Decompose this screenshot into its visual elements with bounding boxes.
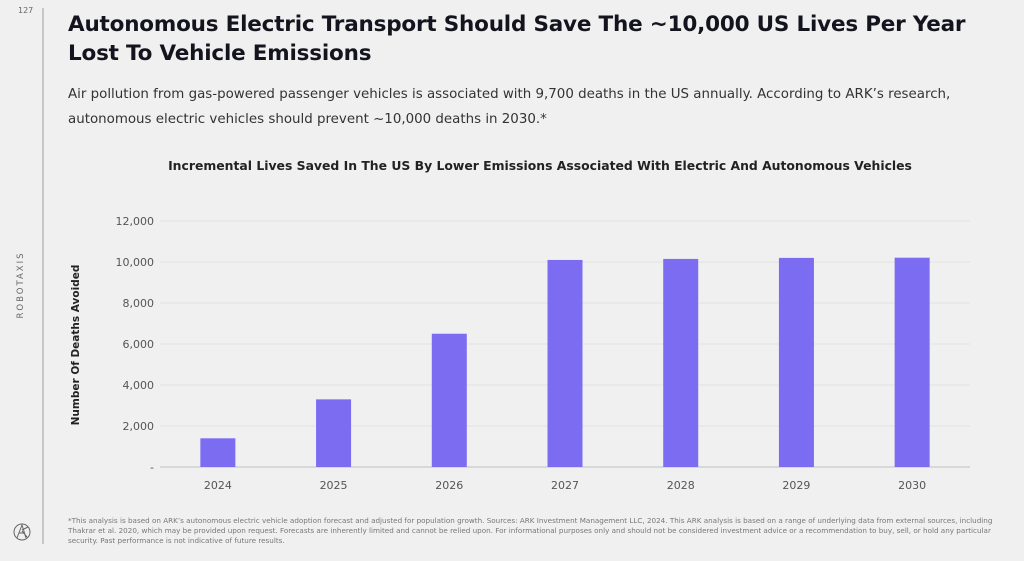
x-tick-label: 2025 [320, 479, 348, 492]
ark-logo-icon [12, 522, 32, 542]
bar-2027 [547, 259, 583, 467]
page-number: 127 [18, 6, 34, 15]
x-tick-label: 2030 [898, 479, 926, 492]
x-tick-label: 2027 [551, 479, 579, 492]
x-tick-label: 2029 [782, 479, 810, 492]
chart-title: Incremental Lives Saved In The US By Low… [168, 158, 912, 173]
x-tick-label: 2026 [435, 479, 463, 492]
y-tick-label: 8,000 [123, 297, 155, 310]
y-tick-label: 2,000 [123, 420, 155, 433]
bar-2025 [316, 399, 352, 467]
y-axis-label-text: Number Of Deaths Avoided [70, 264, 82, 426]
y-tick-label: 10,000 [116, 256, 155, 269]
bar-chart: - 2,000 4,000 6,000 8,000 10,000 12,000 2024 202… [116, 215, 970, 492]
y-tick-label: 12,000 [116, 215, 155, 228]
section-label: ROBOTAXIS [6, 250, 36, 320]
y-axis-label: Number Of Deaths Avoided [46, 260, 106, 430]
y-tick-label: 6,000 [123, 338, 155, 351]
section-label-text: ROBOTAXIS [16, 251, 26, 319]
bar-2024 [200, 438, 236, 467]
bar-2026 [431, 333, 467, 467]
x-tick-label: 2024 [204, 479, 232, 492]
bar-2028 [663, 258, 699, 467]
y-tick-label: - [150, 461, 154, 474]
footnote: *This analysis is based on ARK’s autonom… [68, 516, 993, 545]
page-title: Autonomous Electric Transport Should Sav… [68, 12, 966, 66]
bar-2029 [778, 257, 814, 467]
x-tick-label: 2028 [667, 479, 695, 492]
y-tick-label: 4,000 [123, 379, 155, 392]
side-divider [42, 8, 44, 544]
page-subtitle: Air pollution from gas-powered passenger… [68, 87, 951, 127]
bar-2030 [894, 257, 930, 467]
